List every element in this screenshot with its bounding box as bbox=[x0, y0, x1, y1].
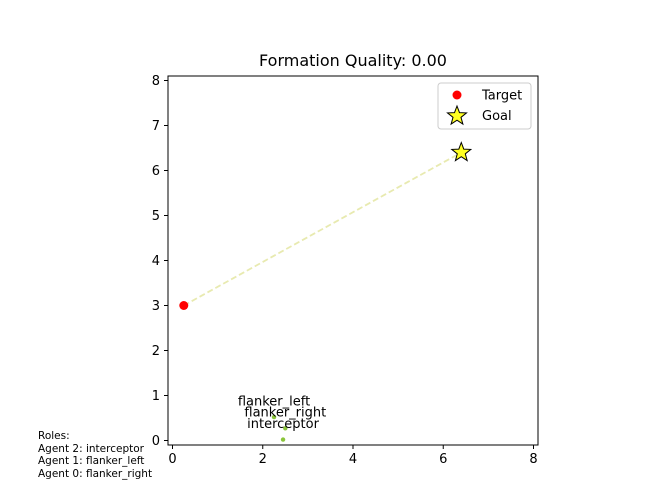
y-tick-label: 2 bbox=[152, 344, 160, 359]
role-line: Agent 1: flanker_left bbox=[38, 455, 145, 467]
legend: Target Goal bbox=[437, 82, 532, 130]
agent-label: flanker_left bbox=[238, 394, 310, 409]
agent-point bbox=[280, 437, 286, 442]
y-tick-label: 1 bbox=[152, 389, 160, 404]
y-tick-label: 3 bbox=[152, 299, 160, 314]
legend-goal-label: Goal bbox=[482, 109, 512, 124]
y-tick-label: 0 bbox=[152, 434, 160, 449]
y-tick-label: 4 bbox=[152, 254, 160, 269]
x-tick-label: 0 bbox=[168, 452, 176, 467]
x-tick-label: 8 bbox=[529, 452, 537, 467]
target-point bbox=[179, 301, 189, 310]
agent-point bbox=[271, 414, 277, 420]
role-line: Agent 2: interceptor bbox=[38, 442, 144, 455]
y-tick-label: 7 bbox=[152, 119, 160, 134]
x-tick-label: 4 bbox=[349, 452, 357, 467]
legend-goal-marker bbox=[446, 104, 468, 126]
y-tick-label: 5 bbox=[152, 209, 160, 224]
role-line: Agent 0: flanker_right bbox=[38, 467, 153, 480]
agent-label: flanker_right bbox=[244, 406, 326, 421]
roles-heading: Roles: bbox=[38, 430, 70, 442]
target-goal-path bbox=[183, 151, 462, 307]
legend-target-marker bbox=[452, 90, 462, 100]
agent-label: interceptor bbox=[247, 417, 319, 432]
goal-star bbox=[450, 141, 473, 162]
x-tick-label: 2 bbox=[259, 452, 267, 467]
y-tick-label: 8 bbox=[152, 74, 160, 89]
plot-frame bbox=[167, 75, 539, 446]
y-tick-label: 6 bbox=[152, 164, 160, 179]
chart-title: Formation Quality: 0.00 bbox=[259, 51, 447, 70]
agent-point bbox=[283, 426, 288, 431]
legend-target-label: Target bbox=[481, 89, 522, 104]
x-tick-label: 6 bbox=[439, 452, 447, 467]
axes: 0 2 4 6 8 0 1 2 3 4 5 6 7 8 bbox=[152, 74, 539, 467]
roles-panel: Roles: Agent 2: interceptor Agent 1: fla… bbox=[38, 430, 152, 480]
